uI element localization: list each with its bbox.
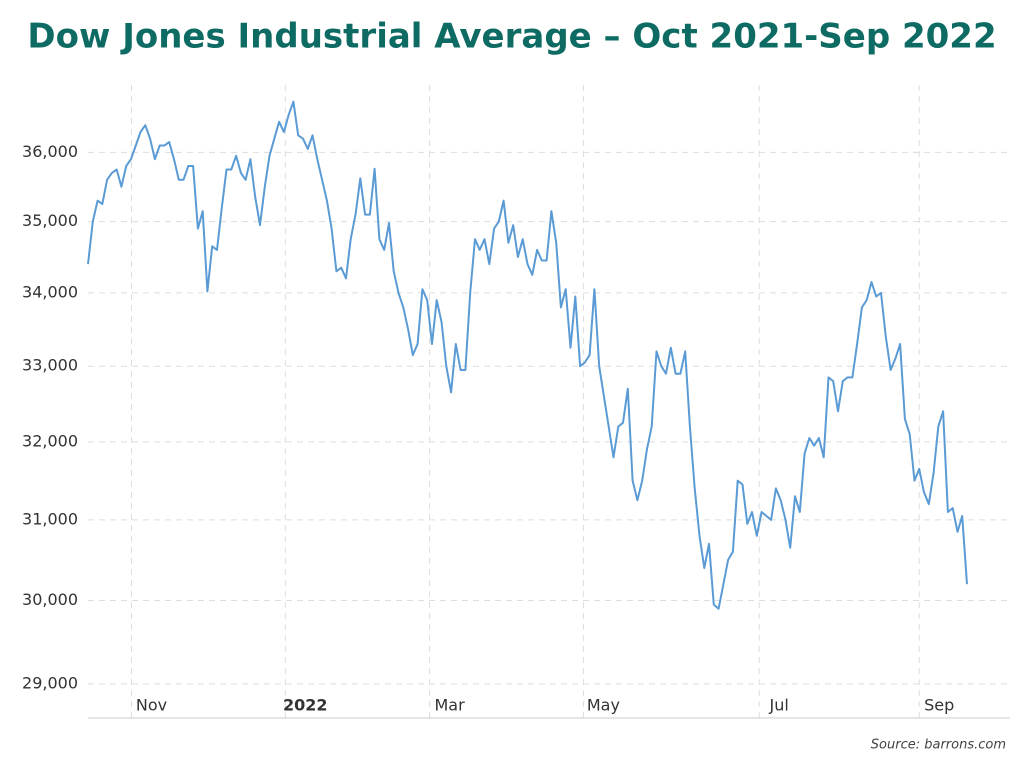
y-tick-label: 29,000 xyxy=(22,673,78,692)
x-tick-label: 2022 xyxy=(283,696,328,715)
x-tick-label: May xyxy=(587,696,620,715)
x-tick-label: Mar xyxy=(434,696,465,715)
source: Source: barrons.com xyxy=(871,738,1006,753)
y-tick-label: 34,000 xyxy=(22,282,78,301)
line xyxy=(87,100,968,610)
x-tick-label: Nov xyxy=(136,696,167,715)
chart-title: Dow Jones Industrial Average – Oct 2021-… xyxy=(27,17,996,57)
y-tick-label: 36,000 xyxy=(22,142,78,161)
y-tick-label: 33,000 xyxy=(22,356,78,375)
y-tick-label: 35,000 xyxy=(22,211,78,230)
y-tick-label: 30,000 xyxy=(22,590,78,609)
y-tick-label: 31,000 xyxy=(22,509,78,528)
x-tick-label: Sep xyxy=(924,696,954,715)
x-tick-label: Jul xyxy=(769,696,789,715)
y-tick-label: 32,000 xyxy=(22,431,78,450)
